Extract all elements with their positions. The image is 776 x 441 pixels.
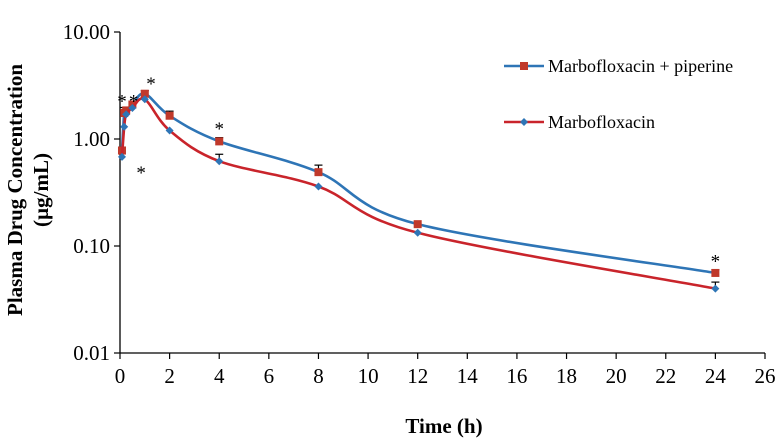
data-point-0 (140, 89, 149, 98)
y-tick-label: 0.10 (73, 234, 110, 258)
x-tick-label: 16 (506, 364, 527, 388)
chart-series (117, 89, 720, 293)
legend-label-1: Marbofloxacin (548, 112, 655, 132)
chart-legend: Marbofloxacin + piperine Marbofloxacin (504, 56, 733, 132)
x-tick-label: 24 (705, 364, 727, 388)
x-tick-label: 6 (264, 364, 275, 388)
significance-star: * (136, 163, 146, 184)
data-point-0 (314, 168, 323, 177)
legend-marker-0 (520, 62, 528, 70)
y-axis-title-line2: (µg/mL) (29, 153, 53, 227)
x-tick-label: 10 (358, 364, 379, 388)
x-tick-label: 20 (606, 364, 627, 388)
x-axis-title: Time (h) (405, 414, 482, 438)
data-point-1 (314, 182, 323, 191)
y-tick-label: 10.00 (63, 20, 110, 44)
data-point-1 (215, 157, 224, 166)
data-point-0 (165, 111, 174, 120)
significance-star: * (117, 91, 127, 112)
data-point-1 (122, 110, 131, 119)
significance-star: * (214, 119, 224, 140)
y-tick-label: 0.01 (73, 341, 110, 365)
legend-label-0: Marbofloxacin + piperine (548, 56, 733, 76)
x-tick-label: 2 (164, 364, 175, 388)
data-point-1 (413, 228, 422, 237)
x-tick-label: 14 (457, 364, 479, 388)
x-tick-label: 0 (115, 364, 126, 388)
y-axis-title-line1: Plasma Drug Concentration (3, 64, 27, 316)
legend-marker-1 (520, 118, 528, 126)
data-point-1 (117, 152, 126, 161)
x-tick-label: 4 (214, 364, 225, 388)
data-point-0 (711, 268, 720, 277)
data-point-0 (215, 137, 224, 146)
x-tick-label: 26 (755, 364, 776, 388)
chart-axes (119, 32, 765, 354)
chart-annotations: * ***** (117, 74, 720, 272)
significance-star: * (129, 91, 139, 112)
data-point-0 (413, 220, 422, 229)
data-point-1 (165, 126, 174, 135)
significance-star: * (711, 251, 721, 272)
data-point-1 (140, 95, 149, 104)
significance-star: * (146, 74, 156, 95)
x-tick-label: 8 (313, 364, 324, 388)
data-point-1 (128, 103, 137, 112)
x-tick-label: 22 (655, 364, 676, 388)
x-tick-label: 18 (556, 364, 577, 388)
data-point-1 (711, 284, 720, 293)
x-tick-label: 12 (407, 364, 428, 388)
data-point-1 (120, 122, 129, 131)
y-tick-label: 1.00 (73, 127, 110, 151)
